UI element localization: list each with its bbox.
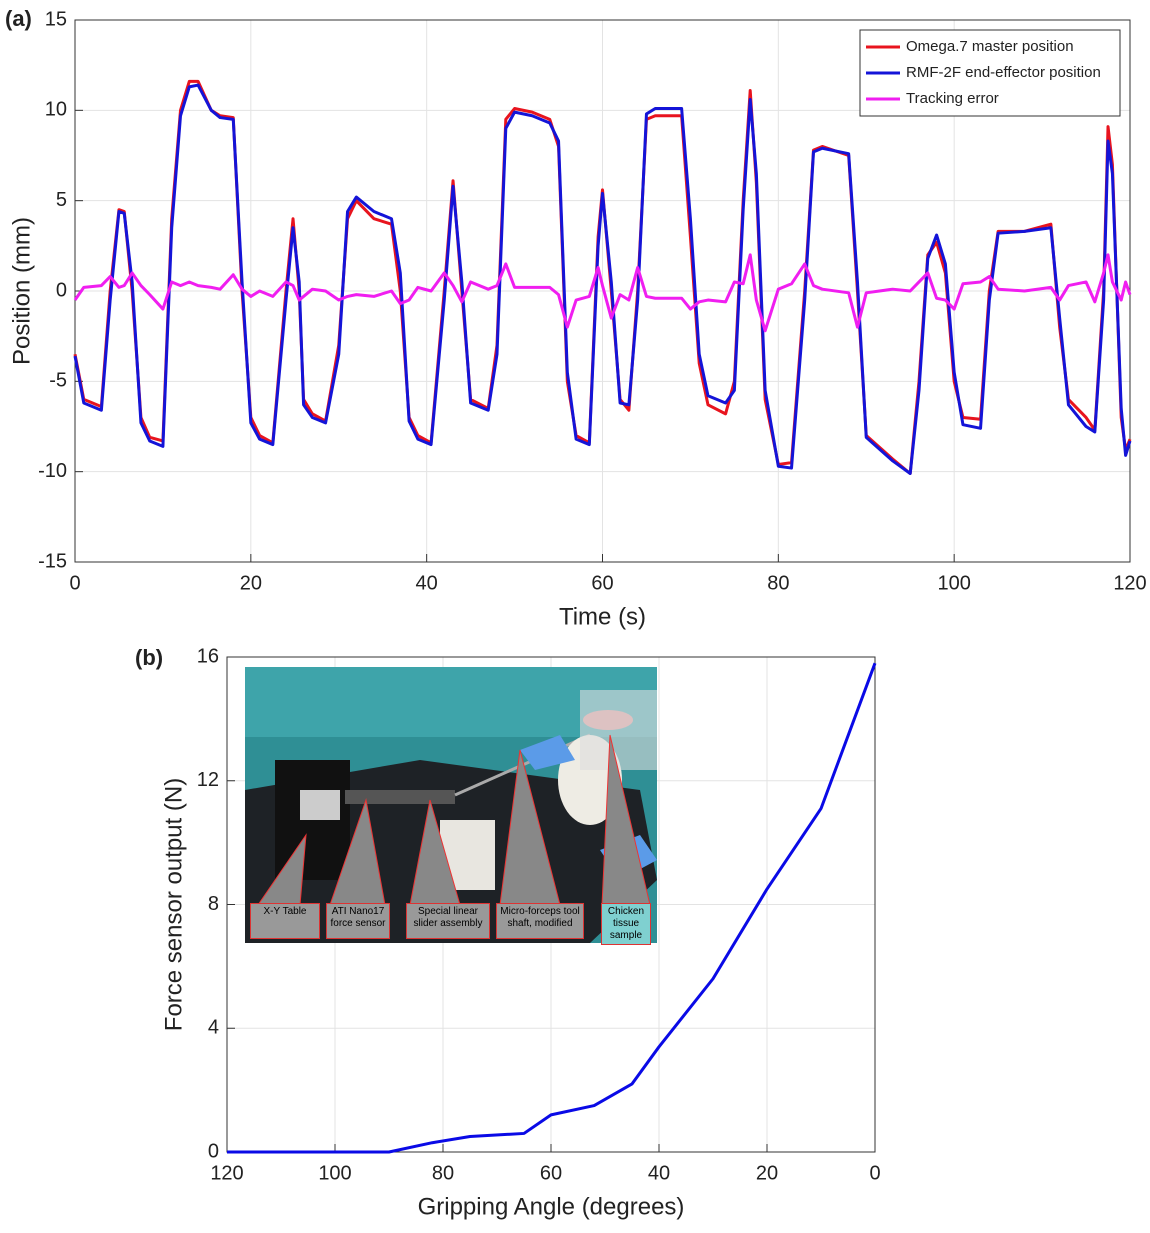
x-tick-label: 100 (318, 1162, 351, 1184)
y-axis-label: Force sensor output (N) (160, 778, 187, 1031)
y-tick-label: -5 (49, 370, 67, 392)
legend-box (859, 29, 1121, 117)
photo-annotation: ATI Nano17 force sensor (326, 903, 390, 939)
y-tick-label: 4 (208, 1017, 219, 1039)
x-tick-label: 100 (937, 572, 970, 594)
photo-annotation: Chicken tissue sample (601, 903, 651, 945)
legend-label: Tracking error (906, 90, 999, 107)
panel-label: (a) (5, 6, 32, 31)
data-line (227, 662, 877, 1154)
y-axis-label: Position (mm) (8, 217, 35, 365)
plot-frame (226, 656, 876, 1153)
y-tick-label: -15 (38, 550, 67, 572)
x-tick-label: 0 (869, 1162, 880, 1184)
x-tick-label: 120 (1113, 572, 1146, 594)
x-axis-label: Gripping Angle (degrees) (418, 1193, 685, 1220)
x-tick-label: 120 (210, 1162, 243, 1184)
photo-stage (300, 790, 340, 820)
x-tick-label: 80 (767, 572, 789, 594)
y-tick-label: 12 (197, 769, 219, 791)
x-axis-label: Time (s) (559, 603, 646, 630)
x-tick-label: 40 (416, 572, 438, 594)
photo-inset (245, 667, 657, 943)
chart: -15 -10 -5 0 5 10 15 0 20 40 60 80 100 120 Time (s) Pos… (5, 6, 1147, 631)
y-tick-label: 15 (45, 8, 67, 30)
photo-pad (520, 735, 575, 770)
y-tick-label: 0 (56, 279, 67, 301)
photo-annotation: Special linear slider assembly (406, 903, 490, 939)
y-tick-label: -10 (38, 460, 67, 482)
x-tick-label: 80 (432, 1162, 454, 1184)
x-tick-label: 20 (240, 572, 262, 594)
y-tick-label: 10 (45, 99, 67, 121)
x-tick-label: 0 (69, 572, 80, 594)
x-tick-label: 60 (591, 572, 613, 594)
legend-label: RMF-2F end-effector position (906, 64, 1101, 81)
photo-sensor (345, 790, 455, 804)
y-tick-label: 5 (56, 189, 67, 211)
x-tick-label: 60 (540, 1162, 562, 1184)
data-line (73, 83, 1132, 475)
data-line (73, 253, 1132, 333)
legend-label: Omega.7 master position (906, 38, 1074, 55)
callouts (257, 734, 651, 906)
photo-wall (580, 690, 657, 770)
panel-label: (b) (135, 645, 163, 670)
y-tick-label: 8 (208, 893, 219, 915)
x-tick-label: 20 (756, 1162, 778, 1184)
y-tick-label: 16 (197, 645, 219, 667)
y-tick-label: 0 (208, 1140, 219, 1162)
photo-annotation: X-Y Table (250, 903, 320, 939)
x-tick-label: 40 (648, 1162, 670, 1184)
photo-annotation: Micro-forceps tool shaft, modified (496, 903, 584, 939)
